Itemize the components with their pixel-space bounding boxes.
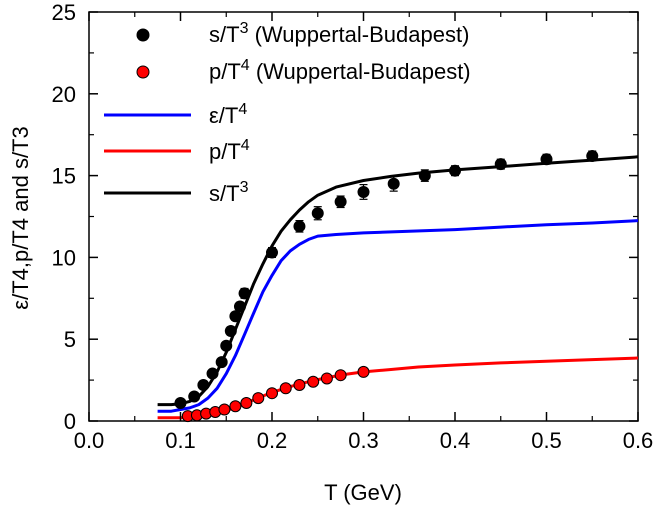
data-point <box>293 379 306 392</box>
x-tick-label: 0.4 <box>440 428 471 453</box>
legend-label: p/T4 <box>209 137 250 164</box>
data-point <box>387 177 400 190</box>
ticks-layer: 0.0 0.1 0.2 0.3 0.4 0.5 0.6 0 5 10 15 20 25 <box>52 0 654 453</box>
x-tick-label: 0.3 <box>348 428 379 453</box>
data-point <box>252 392 265 405</box>
y-tick-label: 0 <box>64 409 76 434</box>
data-point <box>586 149 599 162</box>
x-tick-label: 0.0 <box>74 428 105 453</box>
y-tick-label: 15 <box>52 164 76 189</box>
data-point <box>320 372 333 385</box>
data-point <box>279 382 292 395</box>
data-point <box>240 397 253 410</box>
x-tick-label: 0.6 <box>623 428 654 453</box>
y-tick-label: 20 <box>52 82 76 107</box>
legend-marker <box>136 65 150 79</box>
legend-marker <box>136 28 150 42</box>
data-point <box>220 339 233 352</box>
data-point <box>174 397 187 410</box>
data-point <box>357 185 370 198</box>
data-point <box>206 367 219 380</box>
legend: s/T3 (Wuppertal-Budapest) p/T4 (Wuppertal… <box>104 20 471 206</box>
data-point <box>334 369 347 382</box>
data-point <box>229 400 242 413</box>
legend-label: ε/T4 <box>209 101 247 128</box>
data-point <box>494 158 507 171</box>
data-point <box>293 220 306 233</box>
data-point <box>540 153 553 166</box>
y-tick-label: 5 <box>64 327 76 352</box>
y-tick-label: 10 <box>52 245 76 270</box>
data-point <box>233 300 246 313</box>
data-point <box>449 164 461 177</box>
legend-label: p/T4 (Wuppertal-Budapest) <box>209 57 471 84</box>
y-axis-title: ε/T4,p/T4 and s/T3 <box>8 126 33 309</box>
y-tick-label: 25 <box>52 0 76 25</box>
curve--t4 <box>157 219 639 413</box>
data-point <box>357 365 370 378</box>
data-point <box>215 356 228 369</box>
x-tick-label: 0.5 <box>531 428 562 453</box>
points-layer <box>174 149 599 423</box>
data-point <box>334 195 347 208</box>
data-point <box>229 310 242 323</box>
data-point <box>307 375 320 388</box>
data-point <box>266 246 278 259</box>
legend-label: s/T3 (Wuppertal-Budapest) <box>209 20 469 47</box>
x-tick-label: 0.2 <box>257 428 288 453</box>
x-tick-label: 0.1 <box>165 428 196 453</box>
x-axis-title: T (GeV) <box>324 480 402 505</box>
data-point <box>238 287 251 300</box>
data-point <box>188 390 201 403</box>
curve-s-t3 <box>157 155 639 407</box>
data-point <box>218 403 231 416</box>
data-point <box>311 207 324 220</box>
legend-label: s/T3 <box>209 179 249 206</box>
data-point <box>266 387 278 400</box>
data-point <box>197 379 210 392</box>
data-point <box>224 325 237 338</box>
data-point <box>418 169 431 182</box>
